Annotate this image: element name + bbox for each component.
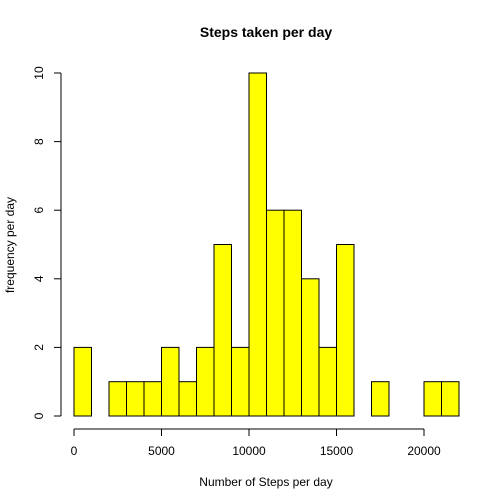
histogram-bar bbox=[248, 72, 267, 417]
histogram-bar bbox=[318, 346, 337, 417]
y-tick-label: 0 bbox=[32, 412, 46, 419]
histogram-bars bbox=[73, 72, 460, 417]
histogram-bar bbox=[301, 278, 320, 417]
histogram-bar bbox=[108, 381, 127, 417]
y-tick-label: 10 bbox=[32, 66, 46, 80]
y-tick-label: 4 bbox=[32, 275, 46, 282]
x-tick-label: 5000 bbox=[148, 444, 175, 458]
histogram-bar bbox=[126, 381, 145, 417]
x-tick-label: 10000 bbox=[232, 444, 266, 458]
histogram-bar bbox=[73, 346, 92, 417]
y-axis: 0 2 4 6 8 10 bbox=[32, 66, 62, 419]
y-tick-label: 6 bbox=[32, 207, 46, 214]
y-axis-label: frequency per day bbox=[3, 197, 17, 293]
y-tick-label: 8 bbox=[32, 138, 46, 145]
x-tick-label: 15000 bbox=[320, 444, 354, 458]
x-tick-label: 0 bbox=[71, 444, 78, 458]
histogram-bar bbox=[231, 346, 250, 417]
histogram-bar bbox=[283, 209, 302, 417]
histogram-bar bbox=[336, 244, 355, 417]
histogram-bar bbox=[161, 346, 180, 417]
histogram-bar bbox=[441, 381, 460, 417]
x-tick-label: 20000 bbox=[407, 444, 441, 458]
histogram-bar bbox=[178, 381, 197, 417]
histogram-bar bbox=[213, 244, 232, 417]
y-tick-label: 2 bbox=[32, 344, 46, 351]
x-axis-label: Number of Steps per day bbox=[199, 475, 332, 489]
histogram-bar bbox=[423, 381, 442, 417]
histogram-bar bbox=[196, 346, 215, 417]
histogram-bar bbox=[371, 381, 390, 417]
histogram-bar bbox=[143, 381, 162, 417]
x-axis: 0 5000 10000 15000 20000 bbox=[71, 428, 441, 458]
histogram-bar bbox=[266, 209, 285, 417]
chart-title: Steps taken per day bbox=[200, 24, 332, 40]
